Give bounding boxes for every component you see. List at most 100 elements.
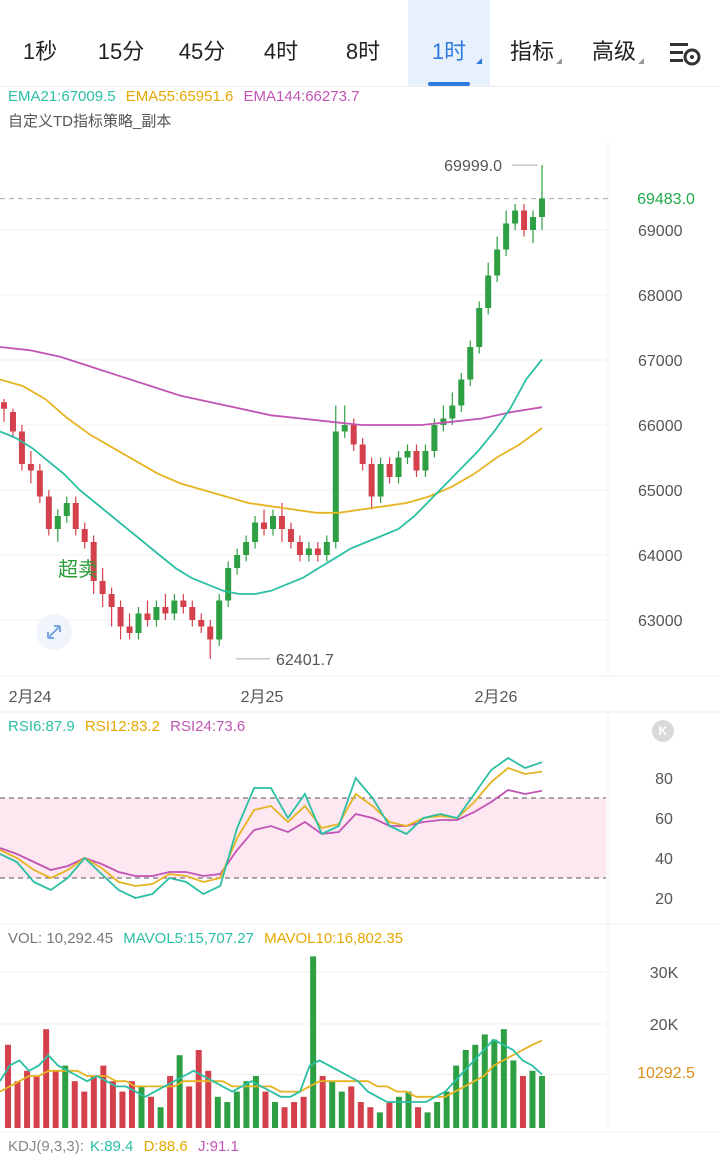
- tab-7[interactable]: 高级: [576, 0, 652, 86]
- volume-bar: [33, 1076, 40, 1128]
- tab-label: 1时: [431, 39, 467, 64]
- candle-body: [144, 613, 151, 620]
- volume-bar: [119, 1091, 126, 1128]
- candle-body: [440, 418, 447, 425]
- tab-label: 4时: [263, 39, 299, 64]
- volume-bar: [100, 1065, 107, 1128]
- dropdown-triangle-icon: [556, 58, 562, 64]
- candle-body: [332, 431, 339, 542]
- rsi24-line: [0, 789, 543, 877]
- candle-body: [153, 607, 160, 620]
- candle-body: [108, 594, 115, 607]
- volume-bar: [367, 1107, 374, 1128]
- date-label: 2月26: [475, 689, 518, 706]
- volume-bar: [24, 1070, 31, 1128]
- tab-4[interactable]: 8时: [326, 0, 400, 86]
- volume-bar: [529, 1070, 536, 1128]
- volume-bar: [128, 1081, 135, 1128]
- volume-bar: [157, 1107, 164, 1128]
- kdj-d: D:88.6: [143, 1138, 188, 1155]
- tab-2[interactable]: 45分: [160, 0, 244, 86]
- price-tick-label: 67000: [638, 353, 683, 370]
- tab-3[interactable]: 4时: [244, 0, 318, 86]
- volume-bar: [338, 1091, 345, 1128]
- volume-bar: [71, 1081, 78, 1128]
- price-tick-label: 63000: [638, 613, 683, 630]
- main-legend: EMA21:67009.5 EMA55:65951.6 EMA144:66273…: [8, 88, 365, 105]
- tab-label: 15分: [97, 39, 145, 64]
- expand-chart-button[interactable]: [36, 614, 72, 650]
- rsi-tick-label: 60: [655, 811, 673, 828]
- volume-bar: [14, 1081, 21, 1128]
- tab-1[interactable]: 15分: [84, 0, 158, 86]
- candle-body: [117, 607, 124, 627]
- volume-bar: [148, 1096, 155, 1128]
- date-label: 2月25: [241, 689, 284, 706]
- volume-bar: [138, 1086, 145, 1128]
- chart-settings-icon[interactable]: [668, 40, 702, 68]
- candle-body: [162, 607, 169, 614]
- candle-body: [278, 516, 285, 529]
- volume-bar: [443, 1091, 450, 1128]
- volume-bar: [434, 1102, 441, 1128]
- strategy-label: 自定义TD指标策略_副本: [8, 113, 172, 130]
- candle-body: [449, 405, 456, 419]
- candle-body: [90, 542, 97, 581]
- volume-bar: [472, 1044, 479, 1128]
- volume-bar: [357, 1102, 364, 1128]
- kline-toggle-button[interactable]: K: [652, 720, 674, 742]
- volume-bar: [214, 1096, 221, 1128]
- volume-bar: [291, 1102, 298, 1128]
- rsi6-line: [0, 756, 543, 899]
- candle-body: [234, 555, 241, 568]
- candle-body: [99, 581, 106, 594]
- volume-bar: [310, 956, 317, 1128]
- tab-0[interactable]: 1秒: [8, 0, 72, 86]
- candle-body: [413, 451, 420, 471]
- volume-bar: [462, 1050, 469, 1128]
- volume-bar: [500, 1029, 507, 1128]
- candle-body: [261, 522, 268, 529]
- volume-bar: [415, 1107, 422, 1128]
- rsi-legend: RSI6:87.9 RSI12:83.2 RSI24:73.6: [8, 718, 251, 735]
- volume-bar: [252, 1076, 259, 1128]
- volume-bar: [81, 1091, 88, 1128]
- rsi-band: [0, 798, 606, 878]
- candle-body: [395, 457, 402, 477]
- candle-body: [485, 275, 492, 308]
- candle-body: [512, 210, 519, 224]
- volume-bar: [405, 1091, 412, 1128]
- high-price-label: 69999.0: [444, 158, 502, 175]
- price-tick-label: 66000: [638, 418, 683, 435]
- volume-bar: [395, 1096, 402, 1128]
- last-price-tag: 69483.0: [612, 186, 720, 214]
- tab-5[interactable]: 1时: [408, 0, 490, 86]
- candle-body: [225, 568, 232, 601]
- tab-6[interactable]: 指标: [494, 0, 570, 86]
- candle-body: [404, 451, 411, 458]
- candle-body: [530, 217, 537, 230]
- volume-bar: [195, 1050, 202, 1128]
- rsi24-legend: RSI24:73.6: [170, 718, 246, 735]
- candle-body: [521, 210, 528, 230]
- candle-body: [36, 470, 43, 497]
- volume-bar: [510, 1060, 517, 1128]
- expand-icon: [47, 625, 61, 639]
- volume-bar: [205, 1070, 212, 1128]
- low-price-label: 62401.7: [276, 652, 334, 669]
- volume-bar: [262, 1091, 269, 1128]
- volume-bar: [109, 1081, 116, 1128]
- volume-bar: [491, 1039, 498, 1128]
- volume-bar: [186, 1086, 193, 1128]
- candle-body: [243, 542, 250, 555]
- candle-body: [54, 516, 61, 529]
- rsi-tick-label: 40: [655, 851, 673, 868]
- candle-body: [539, 198, 545, 217]
- candle-body: [207, 626, 214, 640]
- price-tick-label: 69000: [638, 223, 683, 240]
- ema55-line: [0, 378, 543, 514]
- volume-bar: [62, 1065, 69, 1128]
- kdj-title: KDJ(9,3,3):: [8, 1138, 84, 1155]
- volume-bar: [52, 1070, 59, 1128]
